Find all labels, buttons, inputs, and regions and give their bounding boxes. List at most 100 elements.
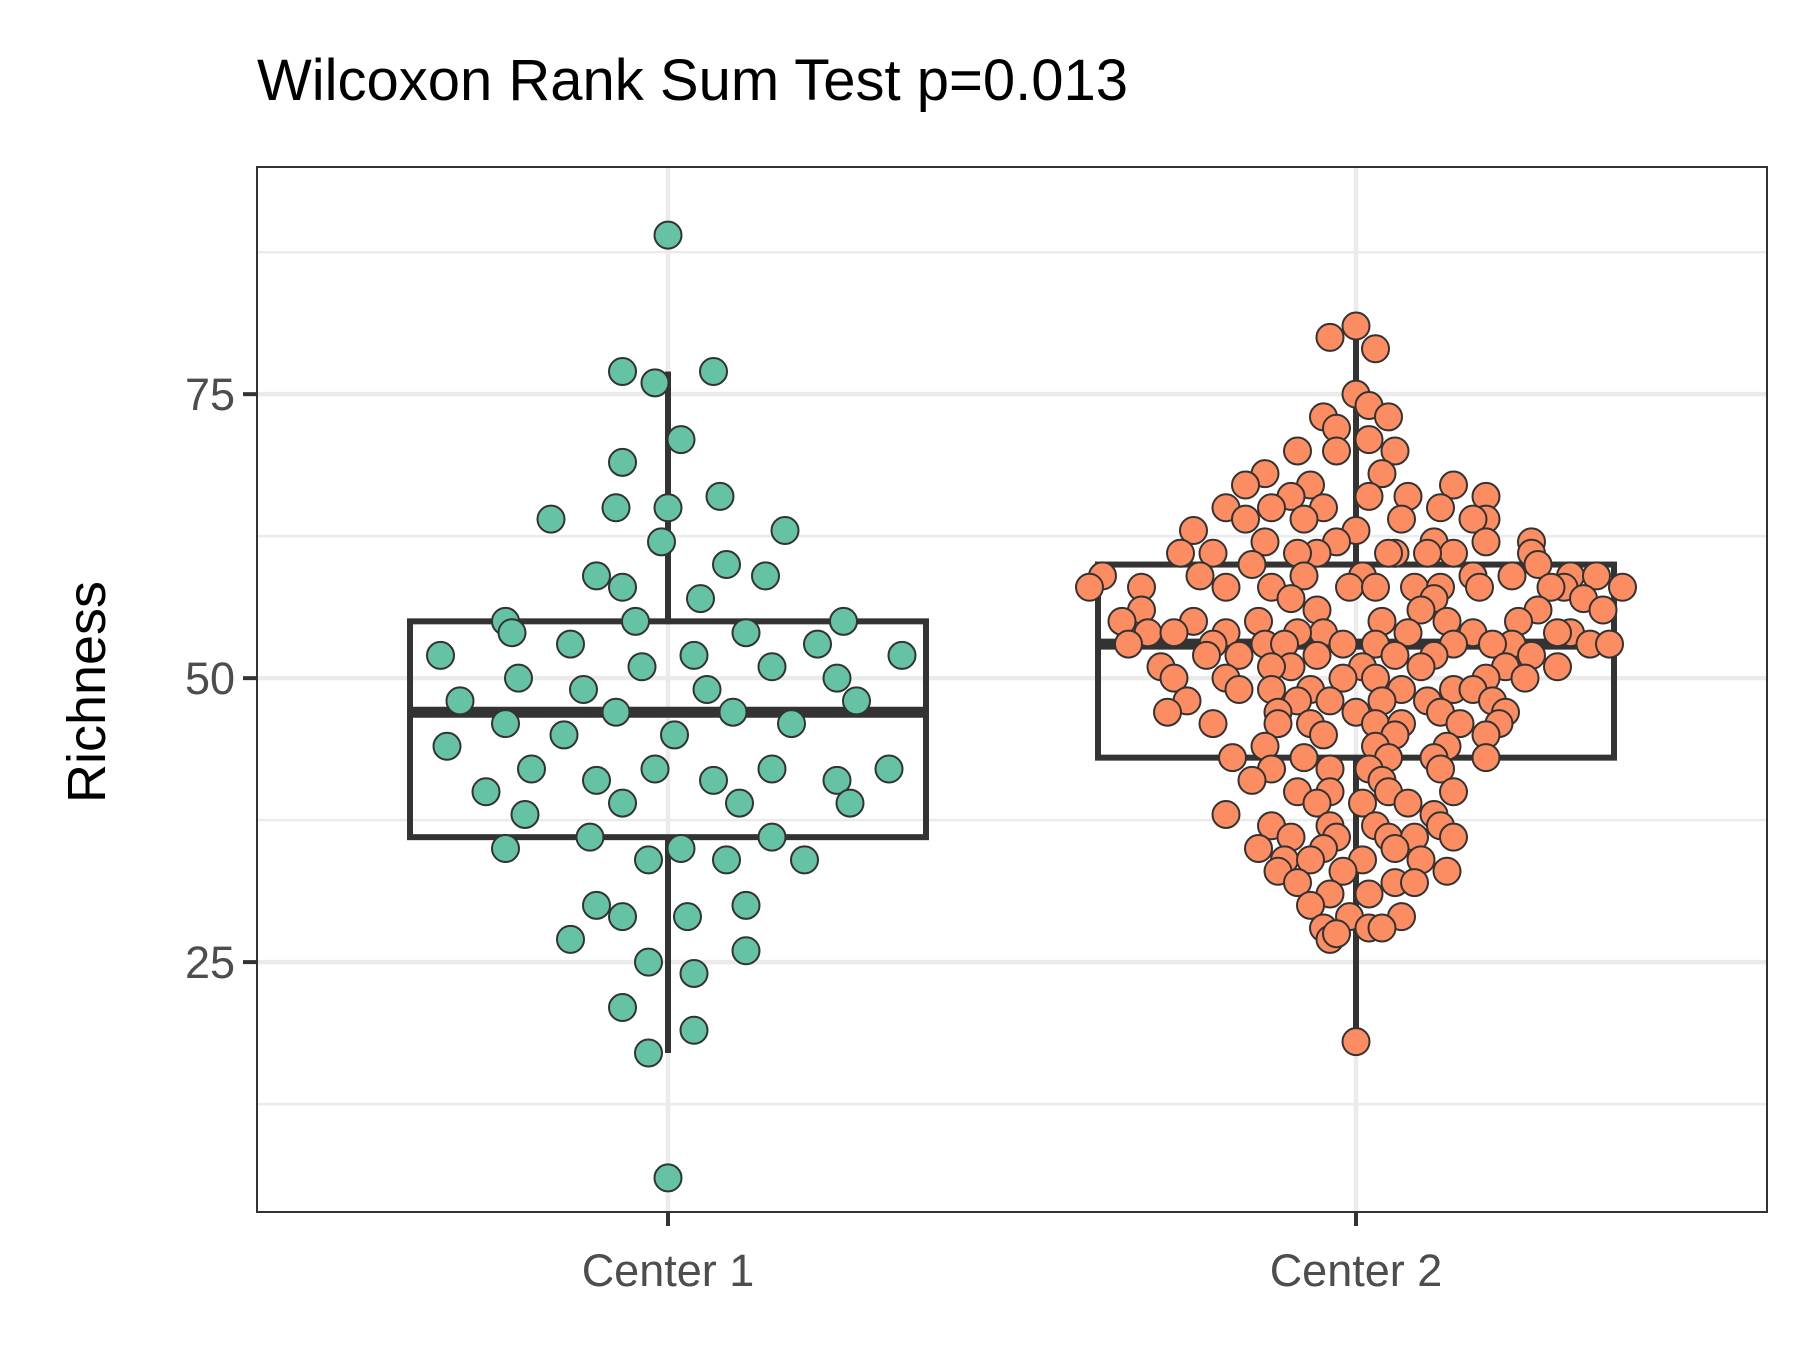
data-point (1289, 561, 1319, 591)
data-point (731, 936, 761, 966)
data-point (666, 834, 696, 864)
data-point (608, 993, 637, 1023)
data-point (686, 584, 715, 614)
data-point (1367, 913, 1397, 943)
data-point (1198, 538, 1228, 568)
data-point (1380, 834, 1410, 864)
data-point (426, 640, 455, 670)
data-point (653, 220, 683, 250)
data-point (653, 493, 683, 523)
data-point (1354, 481, 1384, 511)
data-point (608, 572, 637, 602)
data-point (1263, 709, 1293, 739)
data-point (679, 640, 709, 670)
data-point (1185, 561, 1215, 591)
data-point (712, 550, 741, 580)
data-point (536, 504, 566, 534)
data-point (874, 754, 904, 784)
data-point (640, 754, 670, 784)
x-tick-label: Center 1 (582, 1245, 755, 1296)
data-point (634, 845, 663, 875)
data-point (1198, 709, 1228, 739)
data-point (1211, 572, 1241, 602)
data-point (1315, 322, 1345, 352)
data-point (471, 777, 501, 807)
data-point (1341, 1027, 1371, 1057)
data-point (1192, 640, 1221, 670)
data-point (1387, 504, 1416, 534)
data-point (1289, 504, 1319, 534)
data-point (757, 652, 787, 682)
data-point (1250, 527, 1280, 557)
data-point (575, 822, 605, 852)
data-point (601, 697, 631, 727)
data-point (582, 765, 611, 795)
data-point (1224, 640, 1254, 670)
data-point (679, 958, 709, 988)
data-point (634, 1038, 663, 1068)
data-point (835, 788, 865, 818)
data-point (1322, 436, 1351, 466)
data-point (1445, 709, 1475, 739)
data-point (1361, 334, 1390, 364)
data-point (1328, 629, 1358, 659)
data-point (1341, 311, 1371, 341)
data-point (887, 640, 917, 670)
data-point (1374, 538, 1403, 568)
data-point (1283, 436, 1312, 466)
data-point (1276, 584, 1306, 614)
data-point (432, 731, 462, 761)
data-point (731, 618, 761, 648)
data-point (699, 356, 728, 386)
data-point (1439, 470, 1468, 500)
data-point (1159, 663, 1189, 693)
data-point (673, 902, 702, 932)
data-points (426, 220, 1637, 1193)
data-point (692, 675, 722, 704)
data-point (1354, 425, 1384, 455)
data-point (1523, 550, 1553, 580)
data-point (1296, 890, 1325, 920)
data-point (1335, 572, 1364, 602)
data-point (608, 788, 637, 818)
data-point (731, 890, 761, 920)
data-point (1244, 834, 1273, 864)
data-point (718, 697, 748, 727)
data-point (1458, 504, 1488, 534)
data-point (822, 663, 852, 693)
data-point (1354, 879, 1384, 909)
data-point (647, 527, 676, 557)
data-point (1114, 629, 1143, 659)
data-point (1478, 629, 1507, 659)
data-point (621, 606, 650, 636)
data-point (497, 618, 527, 648)
data-point (1543, 652, 1572, 682)
data-point (569, 675, 598, 704)
data-point (1439, 777, 1468, 807)
data-point (1439, 822, 1468, 852)
data-point (556, 924, 585, 954)
data-point (1432, 856, 1462, 886)
data-point (653, 1163, 683, 1193)
data-point (1406, 652, 1436, 682)
data-point (1315, 686, 1345, 716)
data-point (757, 754, 787, 784)
data-point (1328, 663, 1358, 693)
data-point (1374, 402, 1403, 432)
data-point (1595, 629, 1624, 659)
data-point (1322, 919, 1351, 949)
data-point (770, 515, 800, 545)
data-point (1400, 868, 1429, 898)
box (407, 618, 929, 841)
data-point (1218, 743, 1247, 773)
axes: 25 50 75 Center 1 Center 2 (185, 369, 1442, 1296)
data-point (699, 765, 728, 795)
data-point (777, 709, 806, 739)
data-point (1302, 640, 1332, 670)
grid-lines (257, 167, 1767, 1212)
data-point (1536, 572, 1566, 602)
data-point (608, 902, 637, 932)
data-point (1224, 675, 1254, 704)
data-point (712, 845, 741, 875)
